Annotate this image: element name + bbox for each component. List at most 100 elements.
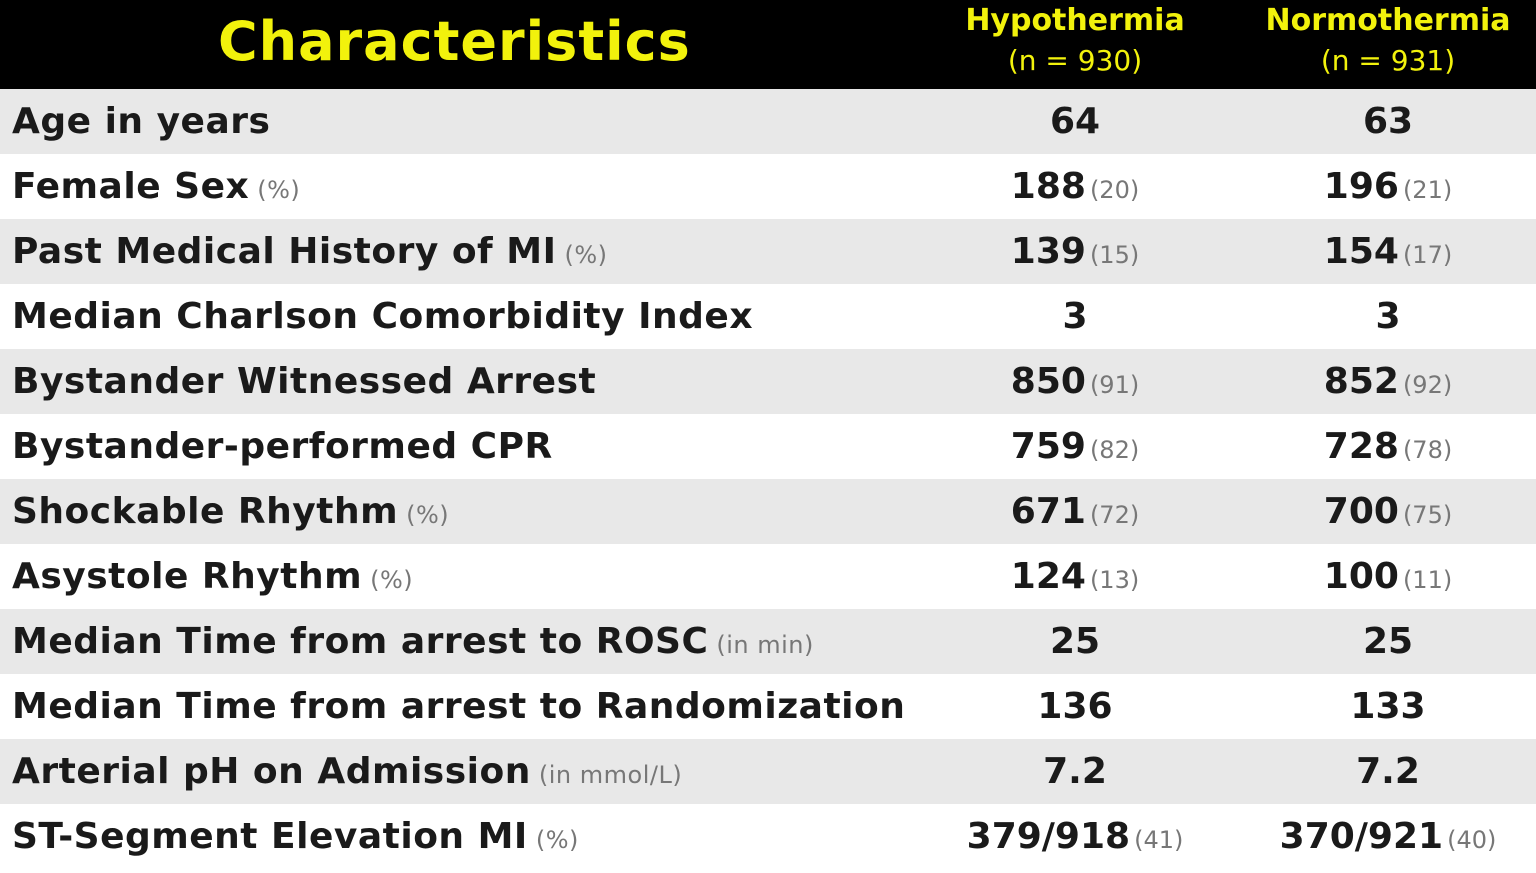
hypothermia-value-count: 188 bbox=[1010, 166, 1086, 207]
row-unit: (in mmol/L) bbox=[538, 761, 683, 789]
hypothermia-value: 139 (15) bbox=[925, 219, 1225, 284]
normothermia-value: 728 (78) bbox=[1238, 414, 1536, 479]
normothermia-value-percent: (21) bbox=[1402, 176, 1453, 204]
hypothermia-value-percent: (72) bbox=[1089, 501, 1140, 529]
hypothermia-value-count: 139 bbox=[1010, 231, 1086, 272]
row-label: ST-Segment Elevation MI (%) bbox=[12, 804, 579, 869]
hypothermia-value: 25 bbox=[925, 609, 1225, 674]
hypothermia-value: 3 bbox=[925, 284, 1225, 349]
normothermia-value-percent: (40) bbox=[1447, 826, 1497, 854]
normothermia-value-count: 25 bbox=[1362, 621, 1414, 662]
normothermia-value: 370/921 (40) bbox=[1238, 804, 1536, 869]
normothermia-value: 63 bbox=[1238, 89, 1536, 154]
normothermia-value: 700 (75) bbox=[1238, 479, 1536, 544]
table-row: Past Medical History of MI (%) 139 (15) 154(… bbox=[0, 219, 1536, 284]
hypothermia-value-count: 124 bbox=[1010, 556, 1086, 597]
row-label-text: ST-Segment Elevation MI bbox=[12, 816, 528, 857]
row-label-text: Age in years bbox=[12, 101, 271, 142]
normothermia-value-count: 63 bbox=[1362, 101, 1414, 142]
row-label: Past Medical History of MI (%) bbox=[12, 219, 608, 284]
normothermia-value: 25 bbox=[1238, 609, 1536, 674]
header-characteristics: Characteristics bbox=[218, 10, 691, 73]
normothermia-value-count: 133 bbox=[1350, 686, 1426, 727]
header-hypothermia-label: Hypothermia bbox=[965, 3, 1185, 38]
header-hypothermia-n: (n = 930) bbox=[1007, 44, 1143, 77]
hypothermia-value: 7.2 bbox=[925, 739, 1225, 804]
row-label: Median Time from arrest to Randomization bbox=[12, 674, 905, 739]
row-label: Bystander-performed CPR bbox=[12, 414, 553, 479]
normothermia-value-count: 100 bbox=[1323, 556, 1399, 597]
table-header: Characteristics Hypothermia (n = 930) No… bbox=[0, 0, 1536, 89]
hypothermia-value-count: 3 bbox=[1062, 296, 1088, 337]
normothermia-value-percent: (92) bbox=[1402, 371, 1453, 399]
hypothermia-value-percent: (82) bbox=[1089, 436, 1140, 464]
hypothermia-value-percent: (15) bbox=[1089, 241, 1140, 269]
hypothermia-value-count: 25 bbox=[1049, 621, 1101, 662]
header-normothermia-label: Normothermia bbox=[1265, 3, 1511, 38]
row-unit: (%) bbox=[535, 826, 579, 854]
row-label: Median Charlson Comorbidity Index bbox=[12, 284, 753, 349]
normothermia-value: 100 (11) bbox=[1238, 544, 1536, 609]
hypothermia-value-percent: (41) bbox=[1134, 826, 1184, 854]
row-label: Age in years bbox=[12, 89, 270, 154]
normothermia-value: 3 bbox=[1238, 284, 1536, 349]
row-unit: (in min) bbox=[716, 631, 814, 659]
header-normothermia: Normothermia (n = 931) bbox=[1238, 2, 1536, 82]
table-row: Bystander-performed CPR 759 (82) 728 (78) bbox=[0, 414, 1536, 479]
header-hypothermia: Hypothermia (n = 930) bbox=[925, 2, 1225, 82]
normothermia-value-count: 196 bbox=[1323, 166, 1399, 207]
normothermia-value: 154 (17) bbox=[1238, 219, 1536, 284]
hypothermia-value: 188 (20) bbox=[925, 154, 1225, 219]
row-label-text: Female Sex bbox=[12, 166, 250, 207]
normothermia-value: 133 bbox=[1238, 674, 1536, 739]
table-row: Asystole Rhythm (%) 124 (13) 100 (11) bbox=[0, 544, 1536, 609]
normothermia-value-count: 728 bbox=[1323, 426, 1399, 467]
table-row: Arterial pH on Admission (in mmol/L) 7.2 7.… bbox=[0, 739, 1536, 804]
hypothermia-value: 759 (82) bbox=[925, 414, 1225, 479]
hypothermia-value: 850 (91) bbox=[925, 349, 1225, 414]
row-label: Asystole Rhythm (%) bbox=[12, 544, 413, 609]
normothermia-value-count: 154 bbox=[1323, 231, 1399, 272]
table-row: Female Sex (%) 188 (20) 196 (21) bbox=[0, 154, 1536, 219]
hypothermia-value-count: 136 bbox=[1037, 686, 1113, 727]
hypothermia-value-percent: (13) bbox=[1089, 566, 1140, 594]
normothermia-value-percent: (78) bbox=[1402, 436, 1453, 464]
hypothermia-value-count: 7.2 bbox=[1043, 751, 1107, 792]
hypothermia-value: 136 bbox=[925, 674, 1225, 739]
row-label: Bystander Witnessed Arrest bbox=[12, 349, 596, 414]
table-body: Age in years 64 63 Female Sex (%) 188 (20) 196(… bbox=[0, 89, 1536, 869]
table-row: Bystander Witnessed Arrest 850 (91) 852 (92) bbox=[0, 349, 1536, 414]
row-label-text: Median Time from arrest to Randomization bbox=[12, 686, 906, 727]
normothermia-value-count: 370/921 bbox=[1279, 816, 1444, 857]
hypothermia-value-percent: (91) bbox=[1089, 371, 1140, 399]
row-unit: (%) bbox=[257, 176, 301, 204]
row-unit: (%) bbox=[564, 241, 608, 269]
hypothermia-value-count: 671 bbox=[1010, 491, 1086, 532]
row-label-text: Past Medical History of MI bbox=[12, 231, 557, 272]
row-label: Arterial pH on Admission (in mmol/L) bbox=[12, 739, 682, 804]
hypothermia-value: 379/918 (41) bbox=[925, 804, 1225, 869]
header-normothermia-n: (n = 931) bbox=[1320, 44, 1456, 77]
hypothermia-value-count: 759 bbox=[1010, 426, 1086, 467]
normothermia-value: 7.2 bbox=[1238, 739, 1536, 804]
row-label-text: Asystole Rhythm bbox=[12, 556, 363, 597]
normothermia-value-count: 852 bbox=[1323, 361, 1399, 402]
row-label: Median Time from arrest to ROSC (in min) bbox=[12, 609, 814, 674]
normothermia-value-count: 700 bbox=[1323, 491, 1399, 532]
row-label: Female Sex (%) bbox=[12, 154, 300, 219]
row-label-text: Arterial pH on Admission bbox=[12, 751, 531, 792]
normothermia-value-percent: (17) bbox=[1402, 241, 1453, 269]
hypothermia-value: 124 (13) bbox=[925, 544, 1225, 609]
row-label: Shockable Rhythm (%) bbox=[12, 479, 449, 544]
hypothermia-value-percent: (20) bbox=[1089, 176, 1140, 204]
hypothermia-value: 671 (72) bbox=[925, 479, 1225, 544]
hypothermia-value-count: 850 bbox=[1010, 361, 1086, 402]
table-row: Median Charlson Comorbidity Index 3 3 bbox=[0, 284, 1536, 349]
normothermia-value-percent: (11) bbox=[1402, 566, 1453, 594]
table-row: Age in years 64 63 bbox=[0, 89, 1536, 154]
normothermia-value: 196 (21) bbox=[1238, 154, 1536, 219]
hypothermia-value-count: 64 bbox=[1049, 101, 1101, 142]
hypothermia-value-count: 379/918 bbox=[966, 816, 1131, 857]
row-label-text: Median Charlson Comorbidity Index bbox=[12, 296, 754, 337]
